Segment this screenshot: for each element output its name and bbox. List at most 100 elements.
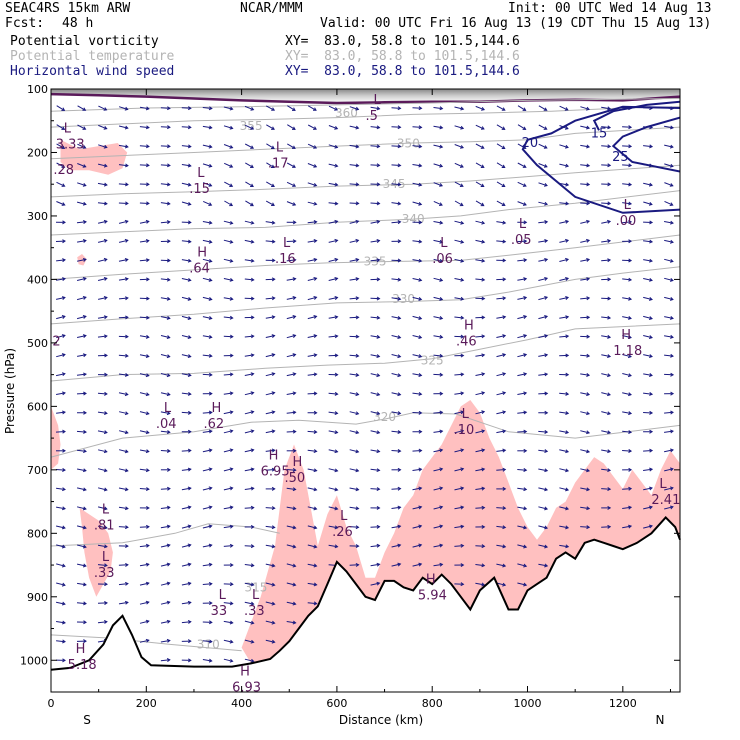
wind-vector-head	[418, 163, 423, 168]
wind-vector-head	[586, 219, 591, 224]
wind-vector-head	[586, 277, 591, 281]
wind-vector-head	[460, 524, 465, 529]
wind-vector	[559, 411, 569, 414]
wind-vector-head	[125, 315, 129, 320]
wind-vector-head	[544, 429, 549, 434]
wind-vector	[454, 430, 464, 434]
wind-vector-head	[250, 505, 255, 510]
wind-vector-head	[208, 410, 213, 415]
wind-vector-head	[648, 182, 653, 187]
wind-vector	[244, 658, 254, 662]
wind-vector	[664, 411, 674, 414]
wind-vector-head	[418, 354, 423, 358]
wind-vector	[433, 563, 443, 567]
wind-vector	[643, 412, 653, 414]
wind-vector-head	[418, 106, 423, 111]
wind-vector	[223, 239, 233, 243]
wind-vector	[517, 431, 527, 433]
wind-vector	[181, 126, 191, 128]
wind-vector-head	[565, 238, 570, 243]
field-name-wind: Horizontal wind speed	[10, 64, 175, 79]
wind-vector	[517, 124, 526, 130]
wind-vector-head	[376, 296, 381, 301]
wind-vector	[97, 202, 107, 205]
wind-vector	[307, 240, 317, 243]
wind-vector	[56, 278, 66, 281]
wind-vector	[307, 430, 317, 433]
wind-vector-head	[439, 278, 444, 282]
wind-vector-head	[83, 372, 87, 377]
wind-vector-head	[544, 410, 549, 415]
wind-vector-head	[292, 410, 297, 415]
wind-vector-head	[334, 296, 339, 300]
wind-vector	[391, 107, 401, 109]
wind-vector-head	[124, 525, 129, 530]
wind-vector	[559, 105, 569, 111]
wind-vector	[244, 335, 254, 338]
wind-vector-head	[82, 506, 87, 511]
wind-vector-head	[124, 125, 129, 130]
wind-vector	[77, 240, 86, 243]
wind-vector	[265, 639, 275, 643]
wind-vector	[349, 220, 359, 224]
wind-vector-head	[292, 107, 296, 111]
wind-vector-head	[355, 125, 360, 130]
wind-vector-head	[103, 107, 108, 111]
wind-vector-head	[543, 126, 548, 130]
wind-vector-head	[229, 582, 234, 587]
wind-vector	[601, 145, 611, 147]
wind-vector	[580, 164, 590, 167]
wind-vector-head	[313, 544, 318, 549]
wind-vector-head	[62, 467, 66, 472]
wind-vector-head	[586, 525, 591, 530]
wind-vector	[412, 392, 422, 395]
wind-vector-head	[501, 164, 506, 168]
wind-vector-head	[104, 372, 108, 377]
wind-vector-head	[292, 429, 297, 434]
wind-vector-head	[229, 410, 234, 415]
wind-vector-head	[502, 582, 507, 587]
wind-vector	[307, 124, 317, 130]
wind-vector-head	[229, 467, 234, 472]
wind-vector	[601, 106, 611, 110]
wind-vector	[580, 259, 590, 262]
wind-vector-head	[61, 183, 66, 187]
x-tick-label: 1200	[609, 697, 637, 710]
wind-vector-head	[103, 544, 108, 549]
wind-vector-head	[82, 296, 87, 300]
wind-vector-head	[103, 449, 108, 454]
wind-vector-head	[628, 182, 633, 187]
wind-vector	[307, 449, 317, 452]
wind-vector	[349, 278, 359, 281]
wind-vector-head	[292, 239, 297, 244]
wind-vector-head	[628, 163, 633, 168]
wind-vector	[118, 144, 128, 148]
wind-vector	[118, 449, 128, 453]
forecast-hours: 48 h	[62, 16, 94, 31]
wind-vector-head	[544, 296, 549, 300]
wind-vector-head	[544, 487, 549, 492]
wind-vector-head	[480, 145, 485, 149]
wind-vector	[496, 373, 506, 377]
wind-vector	[139, 220, 149, 224]
wind-vector	[664, 354, 674, 357]
wind-vector-head	[523, 277, 528, 281]
wind-vector-head	[187, 125, 192, 130]
wind-vector-head	[564, 107, 569, 111]
wind-vector-head	[502, 563, 507, 568]
wind-vector	[139, 202, 149, 204]
wind-vector-head	[607, 354, 612, 358]
wind-vector-head	[607, 219, 612, 224]
wind-vector-head	[124, 106, 129, 111]
wind-vector-head	[460, 277, 465, 282]
wind-vector	[559, 335, 569, 338]
wind-vector-head	[250, 164, 254, 168]
wind-vector-head	[523, 353, 528, 357]
wind-vector	[349, 297, 359, 300]
wind-vector	[601, 430, 611, 434]
wind-vector-head	[292, 296, 297, 300]
wind-vector-head	[355, 258, 360, 262]
wind-vector-head	[502, 429, 507, 434]
wind-vector-head	[229, 486, 234, 491]
wind-vector-head	[250, 582, 255, 587]
